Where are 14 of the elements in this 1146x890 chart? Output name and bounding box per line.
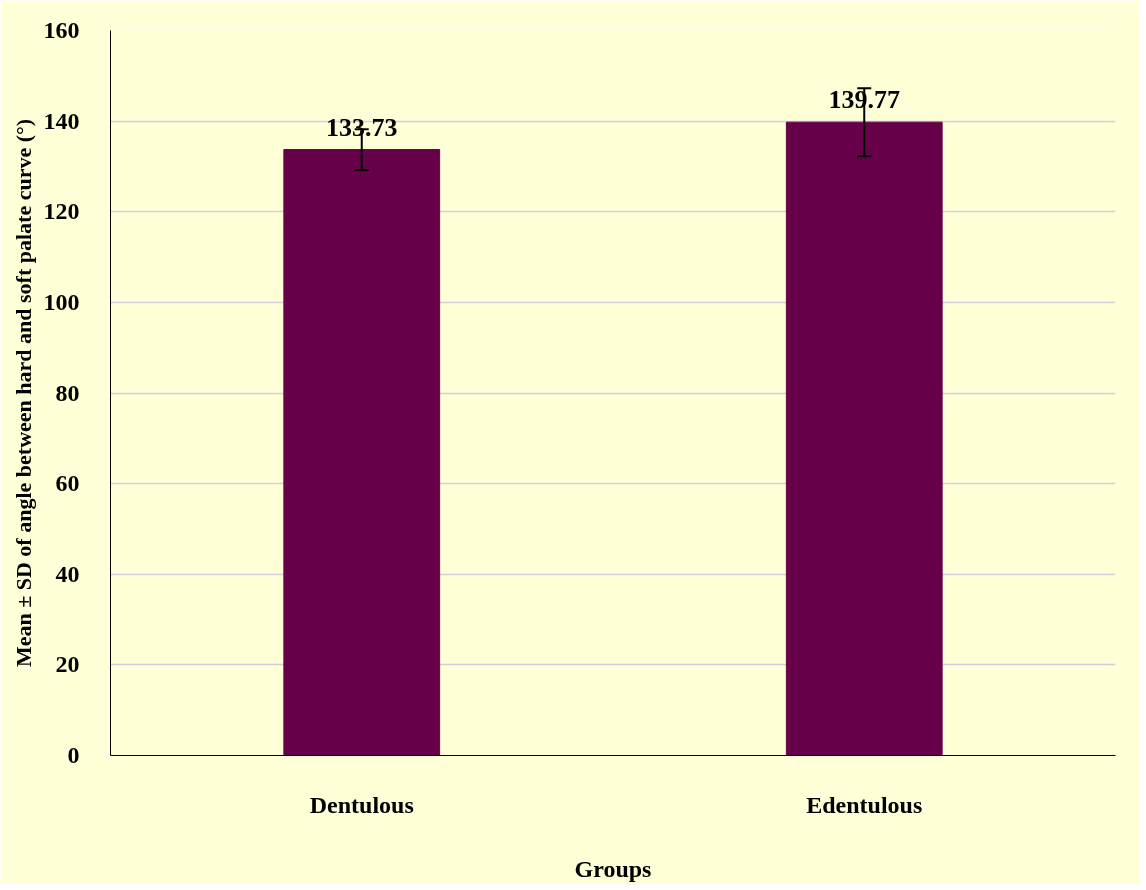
y-tick-label: 160	[43, 17, 80, 43]
x-tick-label: Edentulous	[806, 791, 923, 818]
y-tick-label: 80	[55, 379, 80, 406]
y-tick-label: 0	[67, 742, 80, 768]
x-axis-title: Groups	[574, 855, 652, 882]
x-tick-label: Dentulous	[309, 791, 414, 818]
y-tick-label: 120	[43, 198, 80, 225]
y-axis-title: Mean ± SD of angle between hard and soft palate curve (°)	[10, 118, 36, 668]
data-label: 133.73	[326, 112, 398, 142]
y-tick-label: 140	[43, 107, 80, 134]
y-tick-label: 60	[55, 470, 80, 497]
y-tick-label: 100	[43, 288, 80, 315]
y-tick-label: 20	[55, 651, 80, 678]
y-tick-label: 40	[55, 560, 80, 587]
